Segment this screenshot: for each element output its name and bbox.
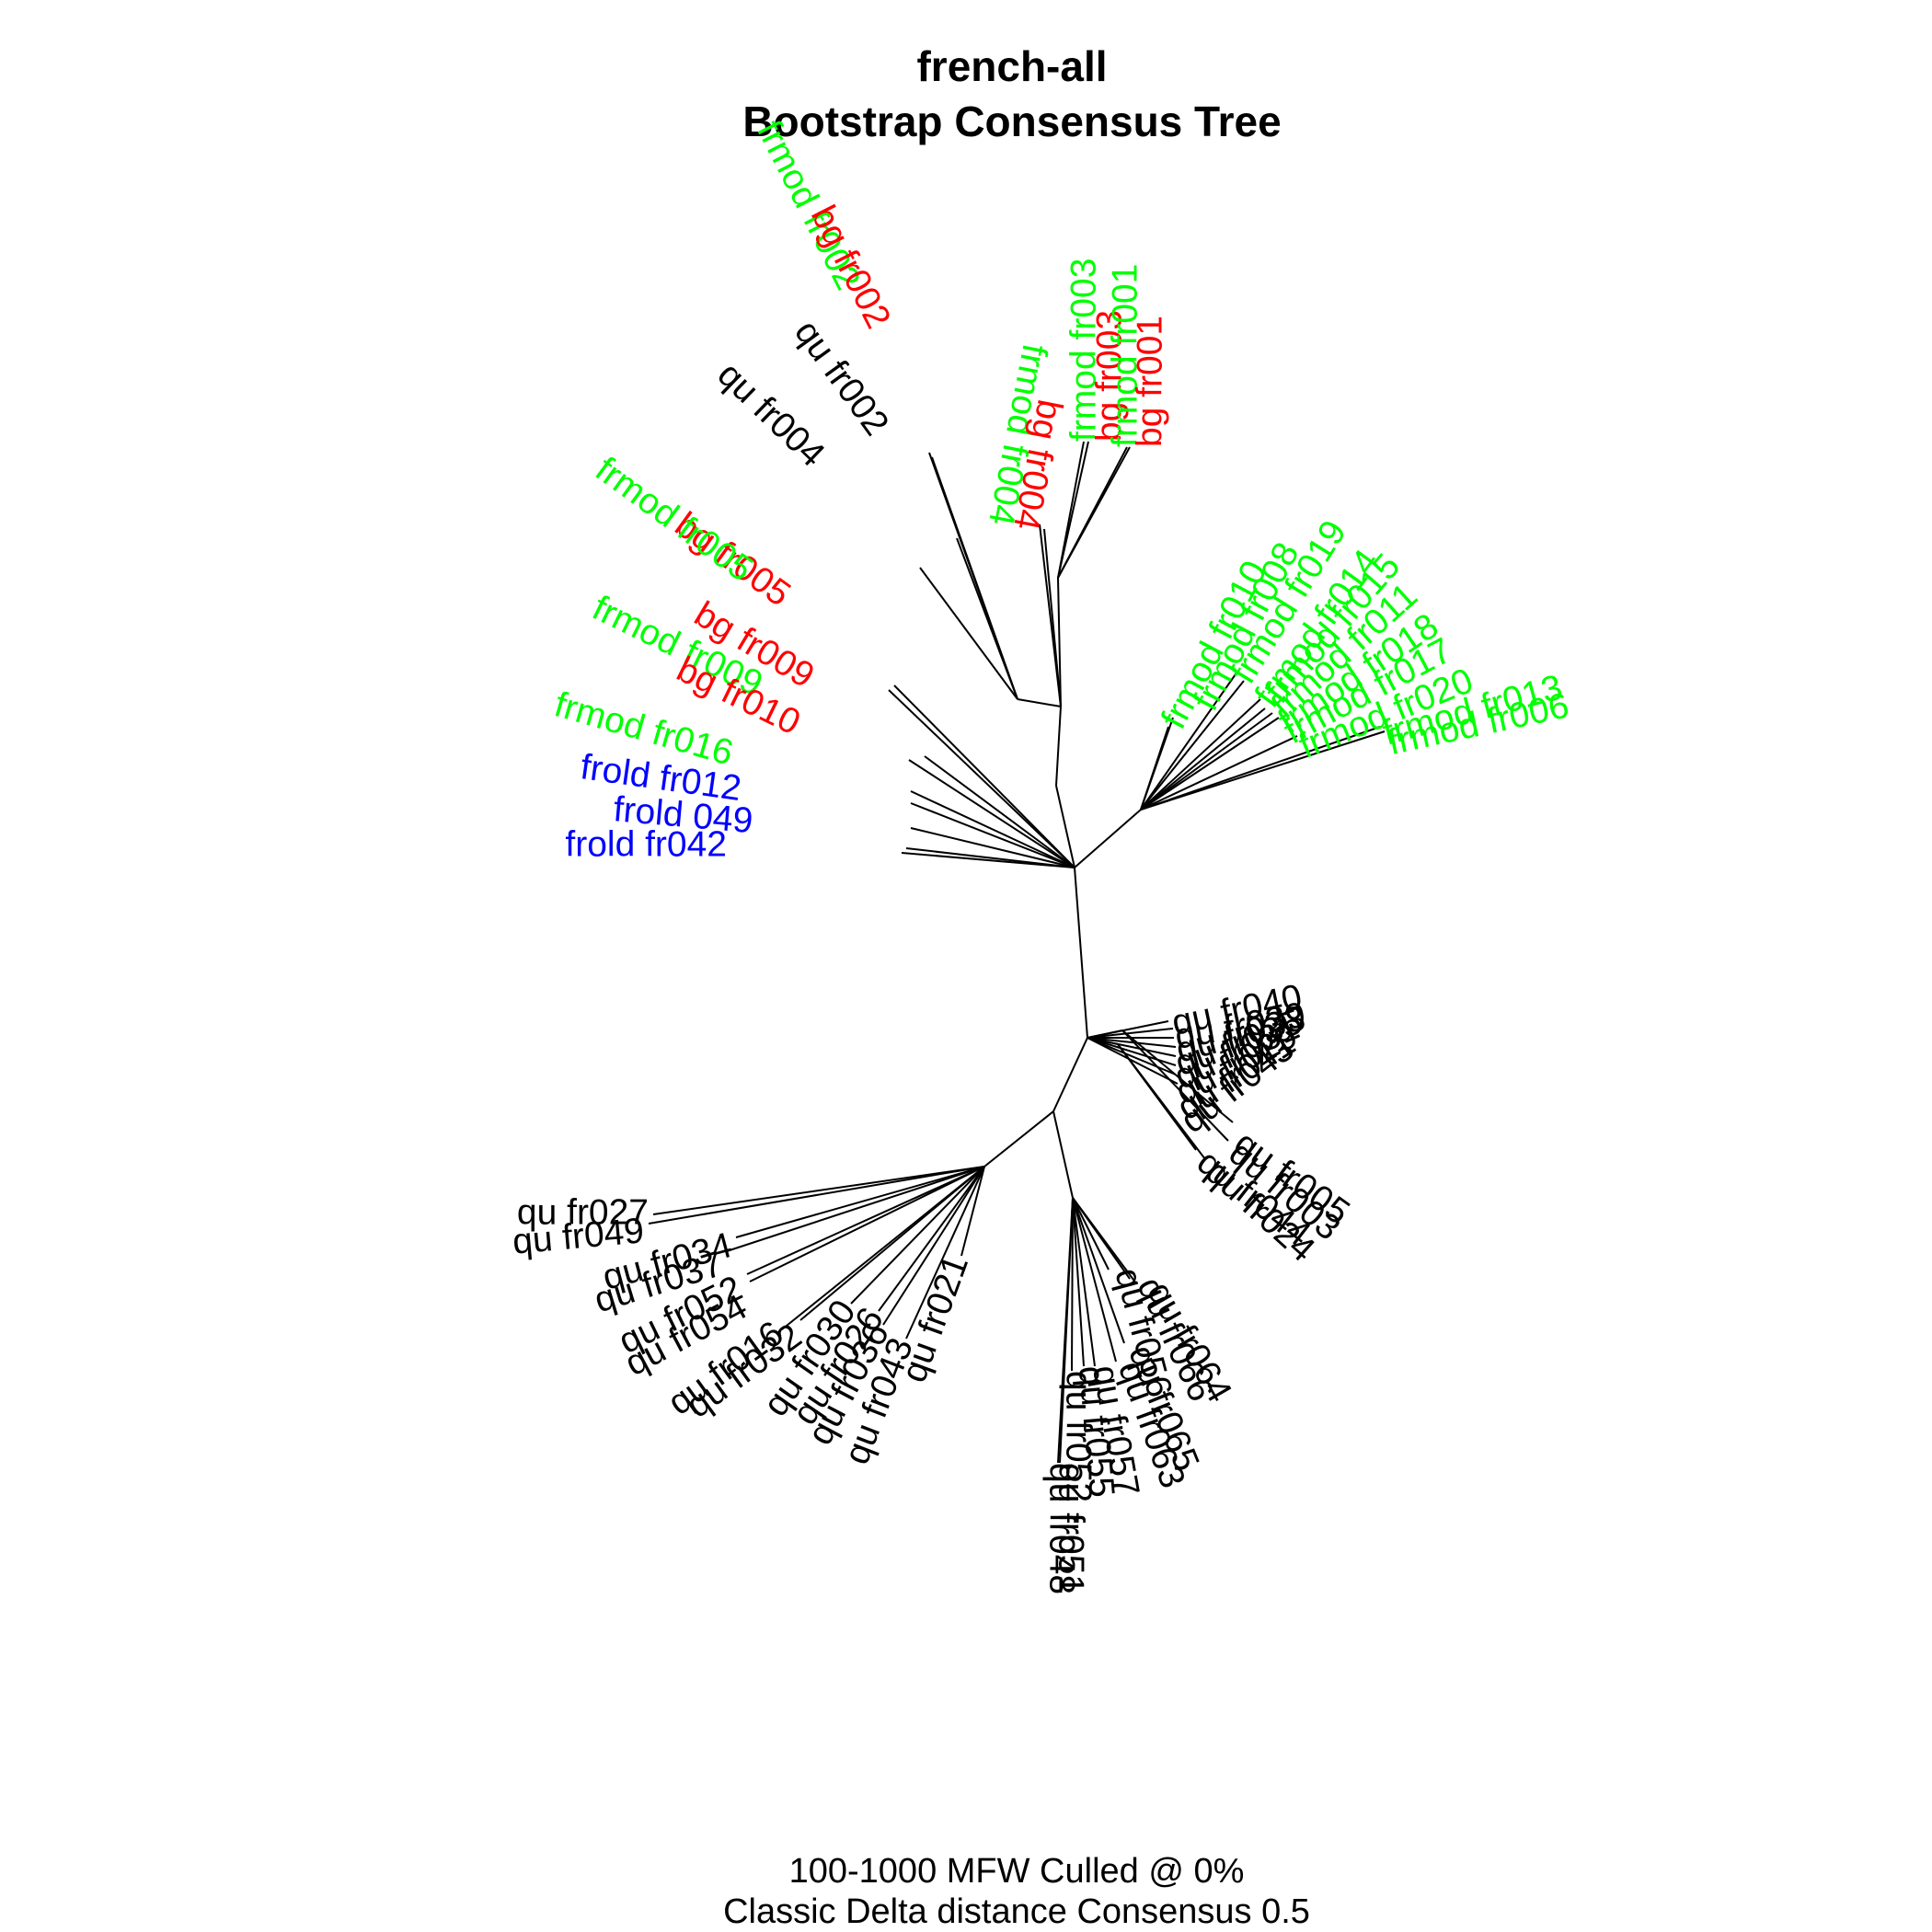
tip-branch [1140,707,1266,811]
tip-branch [908,759,1075,868]
tip-branch [1072,1197,1110,1271]
tip-branch [850,1166,985,1305]
tip-branch [1121,1029,1234,1123]
tip-branch [799,1166,985,1321]
internal-branch [983,1110,1054,1167]
tip-branch [888,689,1075,868]
tip-label: bg fr003 [1089,310,1129,442]
tip-branch [746,1166,985,1275]
tip-branch [1121,1029,1229,1142]
caption-line2: Classic Delta distance Consensus 0.5 [723,1892,1310,1931]
tip-branch [1140,730,1386,811]
internal-branch [1052,1037,1088,1112]
tip-branch [1072,1197,1096,1367]
tip-branch [893,684,1075,868]
tip-branch [1057,441,1089,579]
tip-branch [648,1166,985,1225]
tip-label: qu fr048 [1042,1463,1082,1594]
tip-branch [1087,1037,1177,1048]
tip-branch [1059,1197,1074,1464]
caption-line1: 100-1000 MFW Culled @ 0% [789,1852,1245,1891]
internal-branch [1074,809,1142,868]
tip-branch [1071,1197,1074,1372]
tip-branch [960,1166,985,1257]
tip-branch [905,1166,985,1340]
tip-branch [1140,680,1245,811]
tip-branch [1043,528,1062,707]
tip-branch [1140,712,1273,811]
plot-title-line1: french-all [916,42,1107,90]
tip-branch [919,567,1018,700]
tip-branch [901,852,1075,868]
tip-branch [1140,726,1381,811]
tree-edges [648,441,1386,1464]
tip-branch [652,1166,985,1215]
internal-branch [1052,1110,1074,1199]
tip-branch [1072,1197,1117,1363]
tip-branch [910,790,1075,868]
tip-branch [910,827,1075,868]
plot-title-line2: Bootstrap Consensus Tree [742,98,1281,145]
tip-branch [1140,735,1298,811]
tip-branch [910,802,1075,868]
tip-label: bg fr001 [1130,316,1169,447]
internal-branch [1055,706,1062,787]
tip-branch [1087,1028,1174,1039]
internal-branch [1074,867,1088,1039]
tip-branch [726,1166,985,1252]
tip-branch [1087,1037,1177,1066]
tip-label: frold fr042 [565,824,727,864]
tip-label: frmod fr005 [588,450,760,590]
tip-branch [1117,1043,1206,1160]
tip-label: qu fr027 [517,1192,649,1232]
tip-label: qu fr052 [1059,1371,1098,1502]
internal-branch [1055,785,1075,868]
tip-label: frmod fr003 [1064,259,1103,442]
tip-label: frmod fr001 [1105,264,1144,447]
internal-branch [1057,577,1062,707]
tip-label: qu fr021 [894,1250,976,1387]
tip-branch [735,1166,985,1238]
tip-branch [1140,671,1238,811]
tip-branch [1072,1197,1125,1344]
tip-branch [1072,1197,1085,1367]
tip-branch [1087,1020,1169,1039]
tip-branch [1072,1197,1137,1284]
tip-branch [1087,1037,1179,1085]
tip-label: qu fr051 [1052,1463,1091,1594]
tip-branch [956,537,1018,700]
tip-branch [1140,717,1280,811]
internal-branch [1017,698,1062,707]
tip-branch [1140,717,1174,811]
tip-branch [1140,698,1261,811]
tip-branch [1087,1037,1177,1057]
tip-branch [882,1166,985,1326]
tip-branch [924,755,1075,868]
tip-branch [749,1166,985,1282]
tip-branch [1057,446,1131,579]
tip-branch [1087,1037,1177,1075]
tip-branch [878,1166,985,1312]
